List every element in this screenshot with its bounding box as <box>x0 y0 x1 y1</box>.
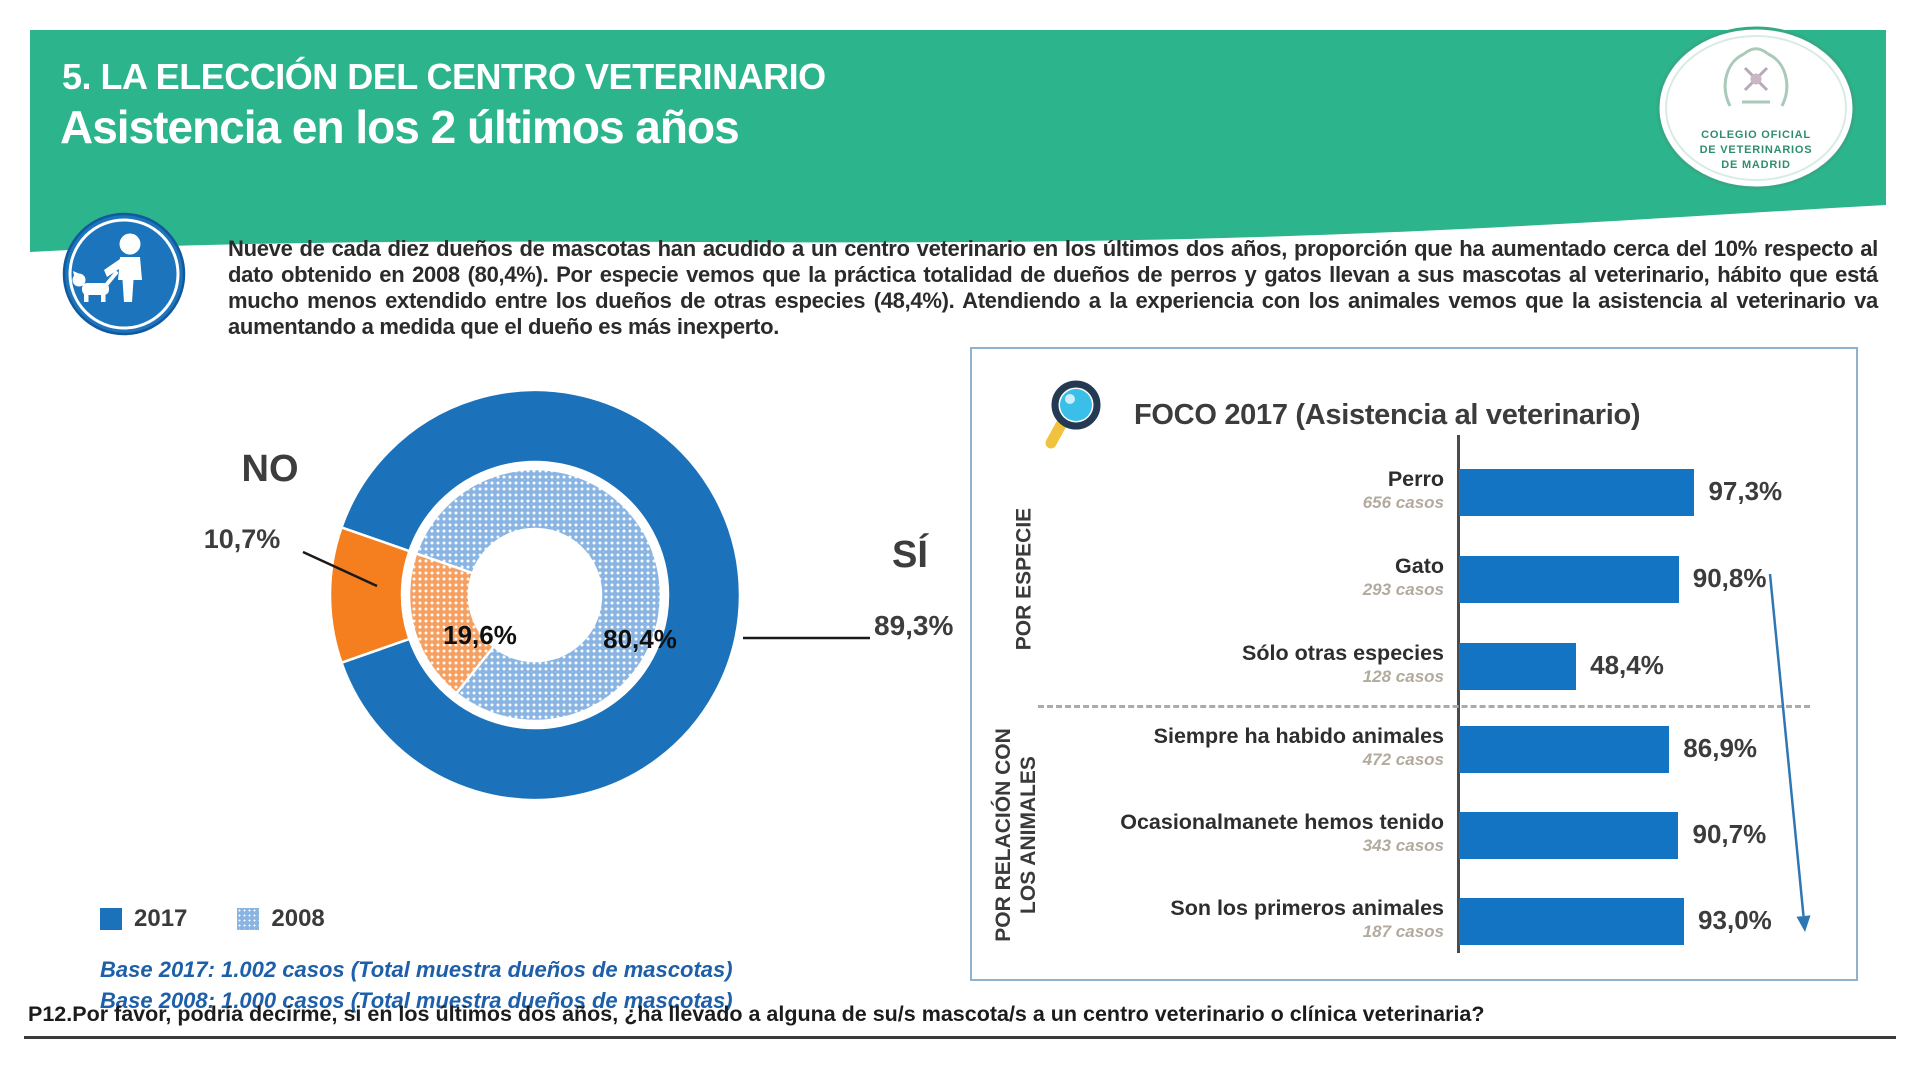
foco-panel: FOCO 2017 (Asistencia al veterinario) PO… <box>970 347 1858 981</box>
donut-value-no: 10,7% <box>203 524 281 554</box>
bar-label: Siempre ha habido animales <box>1153 724 1444 748</box>
donut-chart <box>302 388 870 802</box>
base-notes: Base 2017: 1.002 casos (Total muestra du… <box>100 954 733 1016</box>
footer-divider <box>24 1036 1896 1039</box>
donut-2008-si-slice <box>414 467 663 723</box>
bar-rect <box>1459 725 1670 773</box>
bar-rect <box>1459 897 1685 945</box>
bar-value: 86,9% <box>1683 733 1758 763</box>
logo-text-line1: COLEGIO OFICIAL <box>1701 129 1811 141</box>
bar-rect <box>1459 811 1679 859</box>
group-label-por-relacion: POR RELACIÓN CON LOS ANIMALES <box>992 728 1040 942</box>
bar-value: 93,0% <box>1698 905 1772 935</box>
bar-value: 90,8% <box>1692 563 1767 593</box>
bar-label: Ocasionalmanete hemos tenido <box>1120 810 1444 834</box>
donut-inner-value-si-2008: 80,4% <box>603 624 677 654</box>
no-leader-line <box>302 550 378 588</box>
bar-label: Gato <box>1395 554 1444 578</box>
bar-casos: 472 casos <box>1362 750 1444 769</box>
bar-casos: 128 casos <box>1362 667 1444 686</box>
bar-casos: 293 casos <box>1362 580 1444 599</box>
owner-with-dog-icon <box>62 212 186 336</box>
survey-question: P12.Por favor, podría decirme, si en los… <box>28 1002 1485 1026</box>
bar-label: Sólo otras especies <box>1242 641 1444 665</box>
bar-casos: 343 casos <box>1362 836 1444 855</box>
group-label-por-especie: POR ESPECIE <box>1012 507 1036 651</box>
bar-rect <box>1459 555 1679 603</box>
college-logo: COLEGIO OFICIAL DE VETERINARIOS DE MADRI… <box>1656 26 1856 190</box>
group-divider <box>1038 705 1810 708</box>
donut-2008-no-slice <box>407 551 496 696</box>
bar-rect <box>1459 642 1577 690</box>
header-band <box>30 30 1886 252</box>
logo-crest-icon <box>1723 47 1789 107</box>
legend-item-2017: 2017 <box>100 905 187 933</box>
legend-label-2008: 2008 <box>271 905 325 932</box>
bar-axis <box>1457 435 1460 953</box>
legend-swatch-2017 <box>100 908 122 930</box>
legend-item-2008: 2008 <box>237 905 325 933</box>
legend-label-2017: 2017 <box>134 905 188 932</box>
donut-inner-value-no-2008: 19,6% <box>443 620 517 650</box>
logo-text-line3: DE MADRID <box>1721 159 1791 171</box>
donut-legend: 2017 2008 <box>100 905 325 933</box>
bar-casos: 656 casos <box>1362 493 1444 512</box>
bar-label: Perro <box>1387 467 1444 491</box>
donut-2017-no-slice <box>328 525 412 665</box>
trend-arrow-icon <box>1768 573 1811 932</box>
magnifier-icon <box>1045 380 1101 449</box>
donut-label-si: SÍ <box>892 534 928 576</box>
logo-text-line2: DE VETERINARIOS <box>1700 144 1813 156</box>
legend-swatch-2008 <box>237 908 260 930</box>
bar-label: Son los primeros animales <box>1170 896 1444 920</box>
bar-value: 90,7% <box>1692 819 1767 849</box>
base-note-2008: Base 2008: 1.000 casos (Total muestra du… <box>100 988 733 1013</box>
bar-value: 97,3% <box>1708 476 1783 506</box>
bar-casos: 187 casos <box>1362 922 1444 941</box>
donut-label-no: NO <box>241 448 299 490</box>
donut-2017-si-slice <box>339 388 742 802</box>
slide-kicker: 5. LA ELECCIÓN DEL CENTRO VETERINARIO <box>62 56 826 97</box>
base-note-2017: Base 2017: 1.002 casos (Total muestra du… <box>100 957 733 982</box>
page-title: Asistencia en los 2 últimos años <box>60 101 740 153</box>
foco-title: FOCO 2017 (Asistencia al veterinario) <box>1134 399 1641 431</box>
bar-rect <box>1459 468 1695 516</box>
bar-value: 48,4% <box>1590 650 1664 680</box>
donut-value-si: 89,3% <box>874 610 954 641</box>
intro-paragraph: Nueve de cada diez dueños de mascotas ha… <box>228 236 1878 339</box>
